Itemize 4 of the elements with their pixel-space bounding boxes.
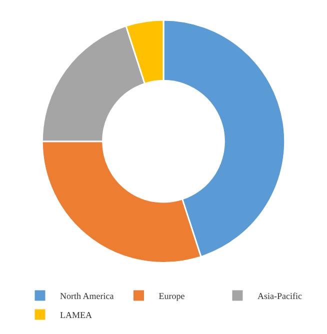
legend-label: North America xyxy=(60,291,114,302)
legend-label: Asia-Pacific xyxy=(257,291,302,302)
legend-label: Europe xyxy=(158,291,185,302)
legend-label: LAMEA xyxy=(60,310,92,320)
